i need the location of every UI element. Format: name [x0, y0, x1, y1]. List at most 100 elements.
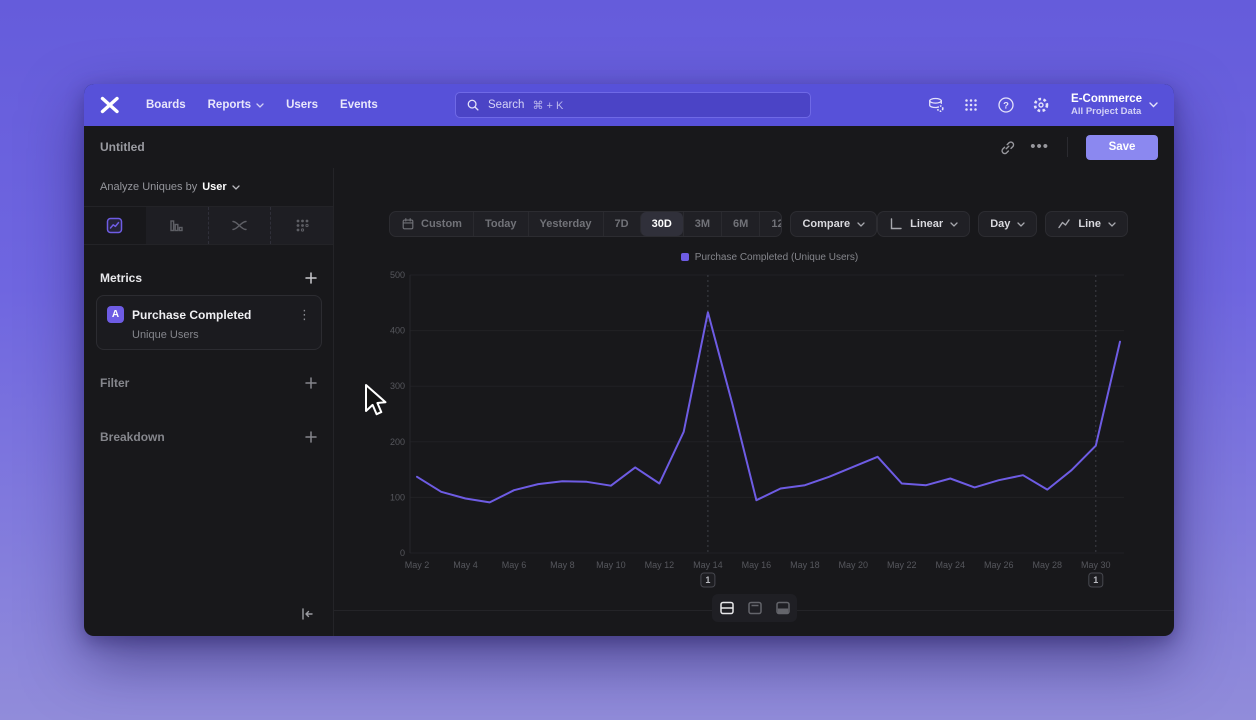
breakdown-section-header: Breakdown — [84, 427, 333, 447]
range-today[interactable]: Today — [472, 212, 528, 236]
svg-text:May 14: May 14 — [693, 560, 723, 570]
svg-text:May 8: May 8 — [550, 560, 575, 570]
compare-button[interactable]: Compare — [790, 211, 878, 237]
svg-text:300: 300 — [390, 381, 405, 391]
settings-gear-icon[interactable] — [1032, 96, 1050, 114]
search-input[interactable]: Search ⌘ + K — [455, 92, 811, 118]
nav-item-boards[interactable]: Boards — [146, 99, 186, 111]
chart-panel: CustomTodayYesterday7D30D3M6M12M Compare… — [334, 168, 1174, 636]
chevron-down-icon — [857, 221, 865, 227]
tab-insights[interactable] — [84, 207, 146, 244]
range-custom[interactable]: Custom — [390, 212, 473, 236]
chevron-down-icon — [232, 184, 240, 190]
add-breakdown-icon[interactable] — [305, 431, 317, 443]
interval-dropdown[interactable]: Day — [978, 211, 1038, 237]
query-sidebar: Analyze Uniques by User — [84, 168, 334, 636]
metric-event-name: Purchase Completed — [132, 307, 252, 322]
chart-area[interactable]: 0 100 200 300 400 500 1 1 May 2 May 4 May 6 May 8 Ma… — [384, 270, 1129, 600]
analyze-row: Analyze Uniques by User — [84, 168, 333, 207]
svg-text:1: 1 — [1093, 575, 1098, 585]
metric-card[interactable]: A Purchase Completed ⋮ Unique Users — [96, 295, 322, 350]
view-chart-button[interactable] — [743, 597, 766, 619]
line-chart: 0 100 200 300 400 500 1 1 May 2 May 4 May 6 May 8 Ma… — [390, 270, 1124, 588]
svg-text:May 28: May 28 — [1033, 560, 1063, 570]
mixpanel-logo[interactable] — [100, 96, 120, 114]
tab-flows[interactable] — [207, 207, 271, 244]
chart-view-icon — [747, 601, 762, 615]
range-30d[interactable]: 30D — [639, 212, 683, 236]
view-split-button[interactable] — [715, 597, 738, 619]
nav-items: Boards Reports Users Events — [146, 99, 378, 111]
flows-icon — [232, 220, 247, 231]
svg-text:May 22: May 22 — [887, 560, 917, 570]
chevron-down-icon — [950, 221, 958, 227]
nav-right: ? E-Commerce All Project Data — [927, 92, 1158, 118]
range-12m[interactable]: 12M — [759, 212, 781, 236]
date-range-group: CustomTodayYesterday7D30D3M6M12M — [389, 211, 783, 237]
chart-legend: Purchase Completed (Unique Users) — [384, 252, 1129, 263]
svg-text:May 20: May 20 — [839, 560, 869, 570]
collapse-sidebar-icon[interactable] — [299, 606, 315, 622]
range-3m[interactable]: 3M — [682, 212, 721, 236]
apps-grid-icon[interactable] — [962, 96, 980, 114]
tab-funnels[interactable] — [145, 207, 208, 244]
tab-retention[interactable] — [270, 207, 333, 244]
range-7d[interactable]: 7D — [602, 212, 640, 236]
metrics-title: Metrics — [100, 271, 143, 285]
legend-swatch — [680, 253, 689, 261]
svg-text:May 4: May 4 — [453, 560, 478, 570]
chart-toolbar: CustomTodayYesterday7D30D3M6M12M Compare… — [334, 211, 1174, 237]
nav-item-reports[interactable]: Reports — [208, 99, 264, 111]
header-actions: ••• Save — [999, 134, 1158, 160]
range-6m[interactable]: 6M — [721, 212, 759, 236]
share-link-icon[interactable] — [999, 139, 1016, 156]
svg-text:May 24: May 24 — [936, 560, 966, 570]
help-icon[interactable]: ? — [997, 96, 1015, 114]
metrics-section-header: Metrics — [84, 268, 333, 288]
svg-text:May 26: May 26 — [984, 560, 1014, 570]
add-metric-icon[interactable] — [305, 272, 317, 284]
chevron-down-icon — [1108, 221, 1116, 227]
chart-options: Linear Day Line — [877, 211, 1128, 237]
metric-kebab-menu-icon[interactable]: ⋮ — [298, 306, 311, 322]
svg-text:400: 400 — [390, 326, 405, 336]
chart-type-dropdown[interactable]: Line — [1045, 211, 1128, 237]
scale-dropdown[interactable]: Linear — [877, 211, 971, 237]
range-yesterday[interactable]: Yesterday — [527, 212, 603, 236]
metric-badge: A — [107, 306, 124, 323]
filter-section-header: Filter — [84, 373, 333, 393]
svg-text:1: 1 — [705, 575, 710, 585]
nav-item-events[interactable]: Events — [340, 99, 378, 111]
more-options-icon[interactable]: ••• — [1030, 138, 1049, 155]
analyze-prefix: Analyze Uniques by — [100, 181, 198, 193]
line-chart-icon — [1058, 219, 1071, 229]
search-shortcut: ⌘ + K — [532, 99, 564, 112]
add-filter-icon[interactable] — [305, 377, 317, 389]
axis-scale-icon — [890, 218, 902, 230]
data-management-icon[interactable] — [927, 96, 945, 114]
metric-measure[interactable]: Unique Users — [132, 329, 199, 341]
svg-text:May 12: May 12 — [645, 560, 675, 570]
report-type-tabs — [84, 207, 333, 245]
funnels-bars-icon — [170, 220, 183, 232]
svg-text:May 10: May 10 — [596, 560, 626, 570]
project-selector[interactable]: E-Commerce All Project Data — [1071, 92, 1158, 118]
save-button[interactable]: Save — [1086, 134, 1158, 160]
chevron-down-icon — [1149, 102, 1158, 108]
app-window: Boards Reports Users Events Search ⌘ + K — [84, 84, 1174, 636]
nav-item-users[interactable]: Users — [286, 99, 319, 111]
svg-text:?: ? — [1003, 100, 1009, 111]
search-icon — [467, 99, 479, 111]
report-title[interactable]: Untitled — [100, 140, 145, 154]
view-table-button[interactable] — [771, 597, 794, 619]
report-header: Untitled ••• Save — [84, 126, 1174, 168]
project-name: E-Commerce — [1071, 92, 1142, 105]
view-toggles — [712, 594, 797, 622]
breakdown-title: Breakdown — [100, 430, 165, 444]
svg-text:500: 500 — [390, 270, 405, 280]
analyze-entity-dropdown[interactable]: User — [202, 181, 227, 193]
svg-text:100: 100 — [390, 492, 405, 502]
svg-text:0: 0 — [400, 548, 405, 558]
retention-dots-icon — [296, 219, 309, 232]
